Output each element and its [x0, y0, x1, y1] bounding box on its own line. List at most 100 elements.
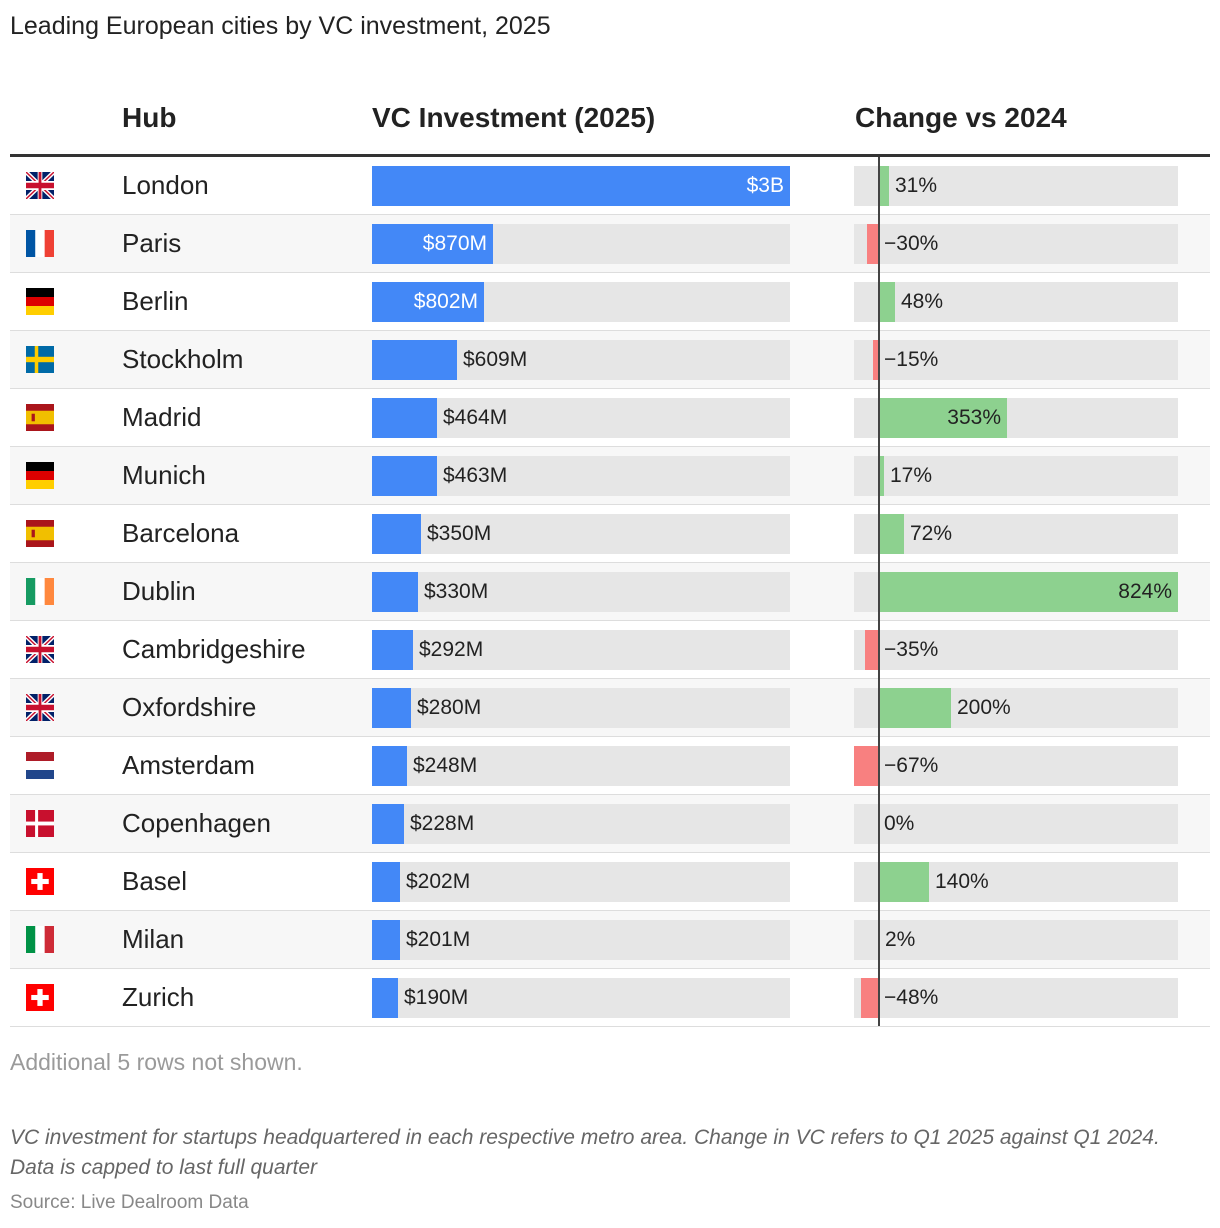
source-note: Source: Live Dealroom Data [10, 1192, 249, 1213]
rows-not-shown-note: Additional 5 rows not shown. [10, 1049, 303, 1075]
change-value-label: −48% [884, 986, 939, 1009]
table-row: Dublin $330M 824% [10, 563, 1210, 621]
table-row: Paris $870M −30% [10, 215, 1210, 273]
vc-bar-track [372, 804, 790, 844]
vc-value-label: $609M [463, 348, 528, 371]
change-bar [854, 746, 878, 786]
vc-value-label: $190M [404, 986, 469, 1009]
vc-bar-track [372, 978, 790, 1018]
change-value-label: 17% [890, 464, 933, 487]
chart-title: Leading European cities by VC investment… [10, 12, 551, 40]
vc-bar [372, 514, 421, 554]
change-value-label: 31% [895, 174, 938, 197]
city-name: Cambridgeshire [122, 634, 306, 664]
table-row: Berlin $802M 48% [10, 273, 1210, 331]
vc-bar-track [372, 572, 790, 612]
vc-bar-track [372, 862, 790, 902]
france-flag-icon [26, 230, 54, 257]
change-value-label: 200% [957, 696, 1011, 719]
table-row: Munich $463M 17% [10, 447, 1210, 505]
change-value-label: −35% [884, 638, 939, 661]
vc-value-label: $350M [427, 522, 492, 545]
vc-value-label: $464M [443, 406, 508, 429]
change-bar-track [854, 630, 1178, 670]
denmark-flag-icon [26, 810, 54, 837]
city-name: Madrid [122, 402, 202, 432]
vc-value-label: $280M [417, 696, 482, 719]
header-change: Change vs 2024 [855, 102, 1067, 133]
vc-bar [372, 746, 407, 786]
table-row: Zurich $190M −48% [10, 969, 1210, 1027]
change-bar-track [854, 514, 1178, 554]
city-name: Paris [122, 228, 182, 258]
germany-flag-icon [26, 462, 54, 489]
spain-flag-icon [26, 404, 54, 431]
germany-flag-icon [26, 288, 54, 315]
header-hub: Hub [122, 102, 177, 133]
vc-bar [372, 920, 400, 960]
change-bar-track [854, 804, 1178, 844]
city-name: Basel [122, 866, 188, 896]
vc-value-label: $248M [413, 754, 478, 777]
vc-bar [372, 862, 400, 902]
table-row: Oxfordshire $280M 200% [10, 679, 1210, 737]
city-name: Barcelona [122, 518, 240, 548]
change-bar [878, 398, 1007, 438]
change-value-label: 824% [1118, 580, 1172, 603]
vc-bar-track [372, 630, 790, 670]
spain-flag-icon [26, 520, 54, 547]
change-bar [865, 630, 878, 670]
change-value-label: 0% [884, 812, 915, 835]
table-row: Amsterdam $248M −67% [10, 737, 1210, 795]
table-row: London $3B 31% [10, 157, 1210, 215]
vc-bar [372, 456, 437, 496]
vc-bar [372, 688, 411, 728]
vc-bar [372, 282, 484, 322]
change-value-label: −15% [884, 348, 939, 371]
vc-bar [372, 804, 404, 844]
vc-bar-track [372, 456, 790, 496]
vc-bar-track [372, 166, 790, 206]
change-value-label: 48% [901, 290, 944, 313]
vc-bar-track [372, 746, 790, 786]
table-row: Milan $201M 2% [10, 911, 1210, 969]
italy-flag-icon [26, 926, 54, 953]
vc-bar-track [372, 920, 790, 960]
change-bar [867, 224, 878, 264]
city-name: Zurich [122, 982, 195, 1012]
table-body: London $3B 31% Paris $870M −30% Berlin $802M 48%… [10, 157, 1210, 1027]
change-bar-track [854, 978, 1178, 1018]
change-bar [878, 456, 884, 496]
vc-value-label: $3B [746, 174, 784, 197]
change-bar-track [854, 282, 1178, 322]
change-bar [878, 282, 895, 322]
city-name: Stockholm [122, 344, 244, 374]
vc-bar [372, 572, 418, 612]
change-value-label: −67% [884, 754, 939, 777]
change-bar-track [854, 340, 1178, 380]
table-row: Copenhagen $228M 0% [10, 795, 1210, 853]
vc-bar-track [372, 514, 790, 554]
vc-bar-track [372, 398, 790, 438]
header-rule [10, 154, 1210, 157]
vc-value-label: $228M [410, 812, 475, 835]
vc-value-label: $202M [406, 870, 471, 893]
change-bar-track [854, 166, 1178, 206]
vc-value-label: $292M [419, 638, 484, 661]
vc-bar [372, 398, 437, 438]
change-bar [878, 862, 929, 902]
header-vc-investment: VC Investment (2025) [372, 102, 656, 133]
city-name: London [122, 170, 209, 200]
table-row: Stockholm $609M −15% [10, 331, 1210, 389]
netherlands-flag-icon [26, 752, 54, 779]
change-zero-line [878, 157, 880, 1026]
change-bar [878, 166, 889, 206]
change-value-label: 72% [910, 522, 953, 545]
ireland-flag-icon [26, 578, 54, 605]
city-name: Copenhagen [122, 808, 271, 838]
vc-value-label: $330M [424, 580, 489, 603]
change-bar-track [854, 746, 1178, 786]
city-name: Dublin [122, 576, 196, 606]
change-bar-track [854, 224, 1178, 264]
change-bar [878, 688, 951, 728]
